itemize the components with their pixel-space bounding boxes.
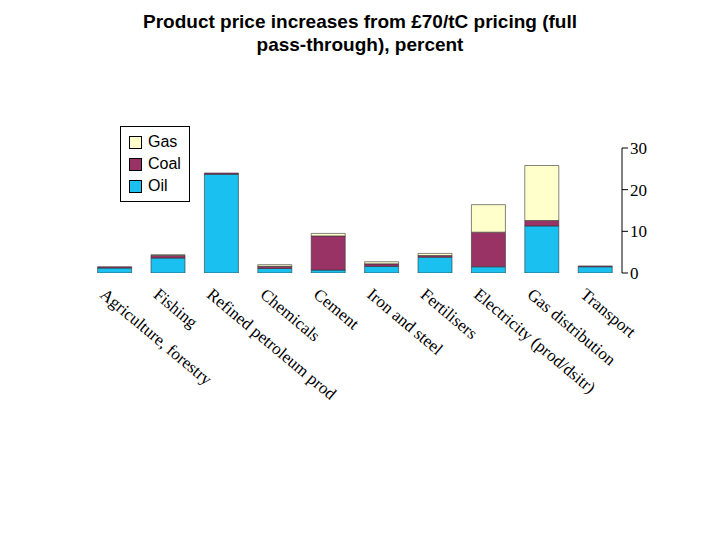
svg-text:0: 0	[630, 264, 639, 283]
svg-text:Iron and steel: Iron and steel	[363, 284, 447, 359]
svg-text:Cement: Cement	[310, 285, 363, 334]
html-text:Coal: Coal	[148, 155, 181, 172]
svg-text:Fertilisers: Fertilisers	[417, 285, 481, 343]
svg-text:30: 30	[630, 139, 647, 158]
svg-text:Gas distribution: Gas distribution	[523, 284, 620, 370]
svg-text:Transport: Transport	[577, 285, 640, 342]
svg-text:Electricity (prod/dsitr): Electricity (prod/dsitr)	[470, 284, 600, 398]
svg-text:10: 10	[630, 222, 647, 241]
svg-text:20: 20	[630, 181, 647, 200]
html-text:Product price increases from £: Product price increases from £70/tC pric…	[143, 11, 577, 55]
svg-text:Refined petroleum prod: Refined petroleum prod	[203, 284, 340, 404]
svg-text:Agriculture, forestry: Agriculture, forestry	[96, 285, 216, 390]
html-text:Gas: Gas	[148, 133, 178, 150]
html-text:Oil: Oil	[148, 177, 168, 194]
svg-text:Fishing: Fishing	[150, 285, 202, 333]
svg-text:Chemicals: Chemicals	[256, 284, 324, 346]
